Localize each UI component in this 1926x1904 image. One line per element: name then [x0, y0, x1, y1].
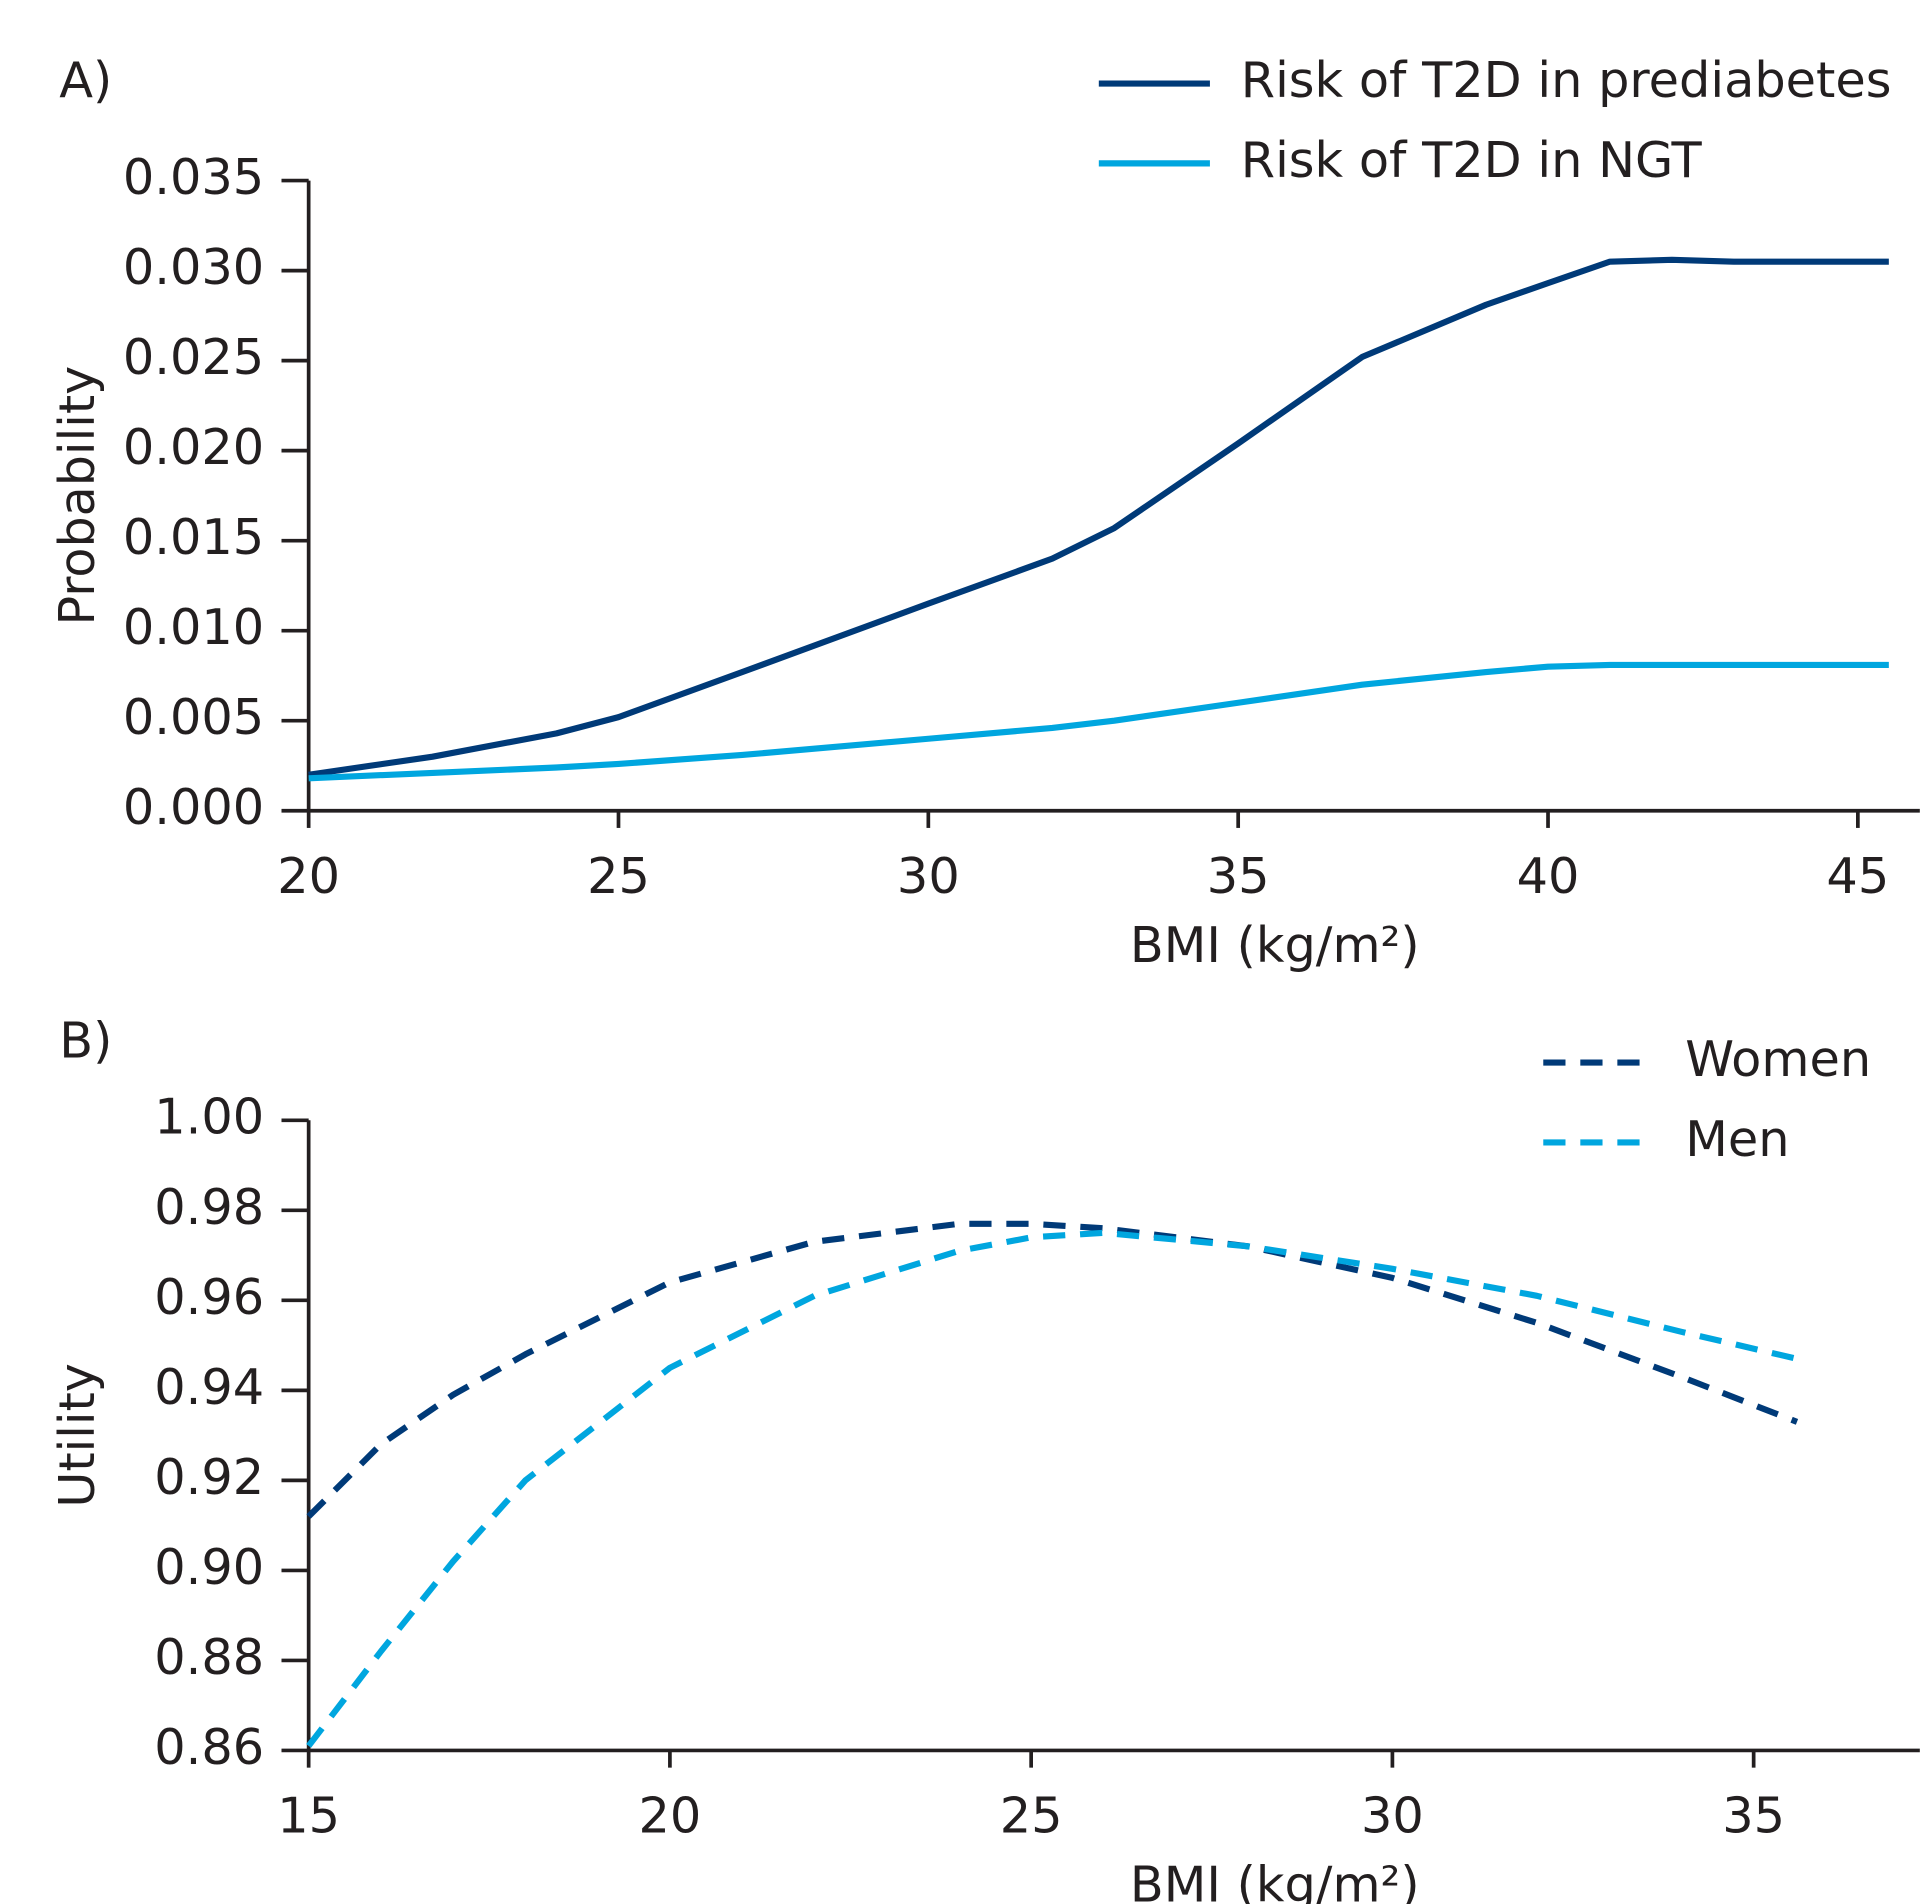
series-line	[308, 256, 1889, 778]
x-tick-label: 40	[1517, 847, 1580, 905]
y-tick-label: 0.000	[123, 778, 264, 836]
y-tick-label: 0.025	[123, 328, 264, 386]
y-tick-label: 0.96	[154, 1268, 264, 1326]
y-tick-label: 0.010	[123, 598, 264, 656]
panel-label: A)	[59, 51, 112, 109]
x-tick-label: 15	[277, 1787, 340, 1845]
series-line	[306, 1220, 1799, 1519]
legend-label: Women	[1685, 1030, 1871, 1088]
x-tick-label: 35	[1207, 847, 1270, 905]
y-axis-label: Utility	[48, 1363, 106, 1508]
x-tick-label: 30	[897, 847, 960, 905]
x-tick-label: 45	[1826, 847, 1889, 905]
y-tick-label: 0.92	[154, 1448, 264, 1506]
y-tick-label: 0.035	[123, 148, 264, 206]
x-tick-label: 25	[1000, 1787, 1063, 1845]
x-tick-label: 25	[587, 847, 650, 905]
y-tick-label: 1.00	[154, 1088, 264, 1146]
x-tick-label: 35	[1722, 1787, 1785, 1845]
y-tick-label: 0.020	[123, 418, 264, 476]
panel-label: B)	[59, 1012, 112, 1070]
x-axis-label: BMI (kg/m²)	[1130, 1856, 1420, 1904]
x-tick-label: 20	[638, 1787, 701, 1845]
legend-label: Risk of T2D in prediabetes	[1241, 51, 1892, 109]
y-tick-label: 0.015	[123, 508, 264, 566]
y-axis-label: Probability	[48, 366, 106, 626]
series-line	[306, 1229, 1798, 1748]
y-tick-label: 0.94	[154, 1358, 264, 1416]
legend-label: Risk of T2D in NGT	[1241, 131, 1703, 189]
y-tick-label: 0.005	[123, 688, 264, 746]
x-tick-label: 30	[1361, 1787, 1424, 1845]
legend-label: Men	[1685, 1110, 1789, 1168]
series-line	[308, 661, 1889, 782]
y-tick-label: 0.98	[154, 1178, 264, 1236]
y-tick-label: 0.86	[154, 1718, 264, 1776]
y-tick-label: 0.88	[154, 1628, 264, 1686]
y-tick-label: 0.030	[123, 238, 264, 296]
y-tick-label: 0.90	[154, 1538, 264, 1596]
x-tick-label: 20	[277, 847, 340, 905]
x-axis-label: BMI (kg/m²)	[1130, 916, 1420, 974]
